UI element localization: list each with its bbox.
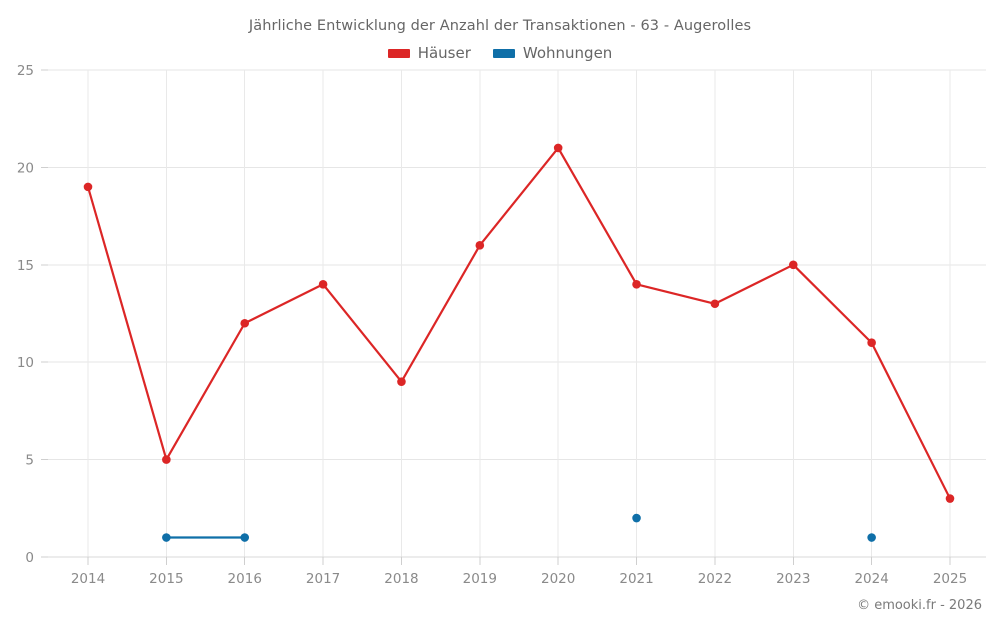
x-axis-tick-label: 2023 — [776, 571, 810, 587]
data-point-häuser-2019[interactable] — [475, 241, 485, 250]
y-axis-tick-label: 15 — [17, 258, 34, 274]
data-point-häuser-2024[interactable] — [867, 338, 876, 348]
legend-item-wohnungen[interactable]: Wohnungen — [492, 44, 613, 62]
x-axis-tick-label: 2014 — [71, 571, 105, 587]
legend-swatch-icon-wohnungen — [492, 48, 515, 58]
legend-label-hauser: Häuser — [417, 44, 471, 62]
data-point-wohnungen-2021[interactable] — [632, 513, 641, 523]
x-axis-tick-label: 2019 — [463, 571, 497, 587]
data-point-häuser-2025[interactable] — [945, 494, 955, 503]
series-line-häuser — [86, 146, 952, 500]
x-axis-tick-label: 2018 — [384, 571, 418, 587]
chart-title: Jährliche Entwicklung der Anzahl der Tra… — [248, 18, 752, 34]
x-axis-tick-label: 2022 — [698, 571, 732, 587]
data-point-häuser-2017[interactable] — [318, 279, 328, 289]
x-axis-tick-labels: 2014 2015 2016 2017 2018 2019 2020 2021 2022 2023… — [71, 571, 967, 587]
y-axis-tick-label: 10 — [17, 355, 34, 371]
data-point-häuser-2014[interactable] — [83, 182, 93, 192]
data-point-wohnungen-2015[interactable] — [162, 533, 171, 542]
x-axis-tick-label: 2024 — [854, 571, 888, 587]
data-point-wohnungen-2024[interactable] — [867, 533, 876, 542]
data-point-häuser-2023[interactable] — [788, 260, 798, 270]
y-axis-tick-label: 0 — [25, 550, 34, 566]
chart-legend: Häuser Wohnungen — [0, 44, 1000, 62]
x-axis-tick-label: 2016 — [228, 571, 262, 587]
series-points — [83, 143, 955, 542]
data-point-häuser-2016[interactable] — [240, 318, 250, 328]
legend-item-hauser[interactable]: Häuser — [387, 44, 471, 62]
x-axis-tick-label: 2015 — [149, 571, 183, 587]
y-axis-tick-label: 20 — [17, 160, 34, 176]
y-axis-tick-labels: 0 5 10 15 20 25 — [17, 63, 34, 566]
data-point-wohnungen-2016[interactable] — [240, 533, 250, 542]
data-point-häuser-2018[interactable] — [397, 377, 406, 386]
x-axis-tick-label: 2025 — [933, 571, 967, 587]
vertical-gridlines — [87, 70, 951, 557]
tick-marks — [41, 69, 951, 565]
y-axis-tick-label: 25 — [17, 63, 34, 79]
horizontal-gridlines — [48, 69, 986, 461]
x-axis-tick-label: 2021 — [619, 571, 653, 587]
legend-swatch-icon-hauser — [387, 48, 410, 58]
data-point-häuser-2021[interactable] — [632, 279, 641, 289]
data-point-häuser-2022[interactable] — [710, 299, 720, 309]
x-axis-tick-label: 2017 — [306, 571, 340, 587]
y-axis-tick-label: 5 — [25, 453, 34, 469]
data-point-häuser-2020[interactable] — [553, 143, 563, 153]
legend-label-wohnungen: Wohnungen — [522, 44, 613, 62]
copyright-credit: © emooki.fr - 2026 — [857, 598, 982, 613]
data-point-häuser-2015[interactable] — [162, 455, 171, 464]
x-axis-tick-label: 2020 — [541, 571, 575, 587]
series-lines — [86, 146, 952, 539]
